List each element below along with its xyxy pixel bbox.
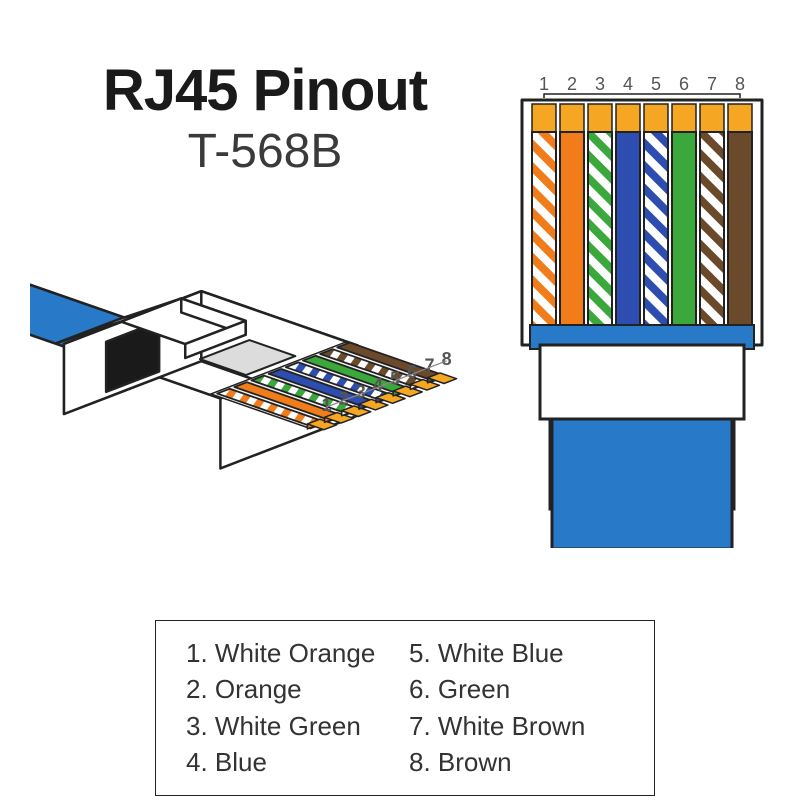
iso-svg: 12345678 [30, 260, 490, 600]
legend-item: 2. Orange [186, 671, 409, 707]
title-sub: T-568B [80, 124, 450, 179]
title-block: RJ45 Pinout T-568B [80, 62, 450, 179]
svg-text:8: 8 [442, 349, 452, 369]
svg-text:5: 5 [651, 74, 661, 94]
legend-item: 5. White Blue [409, 635, 632, 671]
svg-text:6: 6 [679, 74, 689, 94]
legend-item: 3. White Green [186, 708, 409, 744]
svg-text:6: 6 [407, 362, 417, 382]
connector-iso-view: 12345678 [30, 260, 490, 600]
legend-item: 1. White Orange [186, 635, 409, 671]
legend-item: 6. Green [409, 671, 632, 707]
legend-item: 8. Brown [409, 744, 632, 780]
svg-text:7: 7 [424, 355, 434, 375]
connector-front-view: 12345678 [518, 68, 766, 553]
svg-text:8: 8 [735, 74, 745, 94]
legend-col-2: 5. White Blue 6. Green 7. White Brown 8.… [409, 635, 632, 781]
legend-item: 4. Blue [186, 744, 409, 780]
svg-text:7: 7 [707, 74, 717, 94]
legend-item: 7. White Brown [409, 708, 632, 744]
svg-text:2: 2 [339, 388, 349, 408]
svg-text:4: 4 [373, 375, 383, 395]
legend-box: 1. White Orange 2. Orange 3. White Green… [155, 620, 655, 796]
title-main: RJ45 Pinout [80, 62, 450, 120]
svg-text:5: 5 [390, 369, 400, 389]
svg-text:3: 3 [356, 382, 366, 402]
svg-text:3: 3 [595, 74, 605, 94]
svg-text:1: 1 [539, 74, 549, 94]
legend-col-1: 1. White Orange 2. Orange 3. White Green… [186, 635, 409, 781]
front-svg: 12345678 [518, 68, 766, 548]
svg-text:1: 1 [321, 395, 331, 415]
svg-text:2: 2 [567, 74, 577, 94]
svg-text:4: 4 [623, 74, 633, 94]
